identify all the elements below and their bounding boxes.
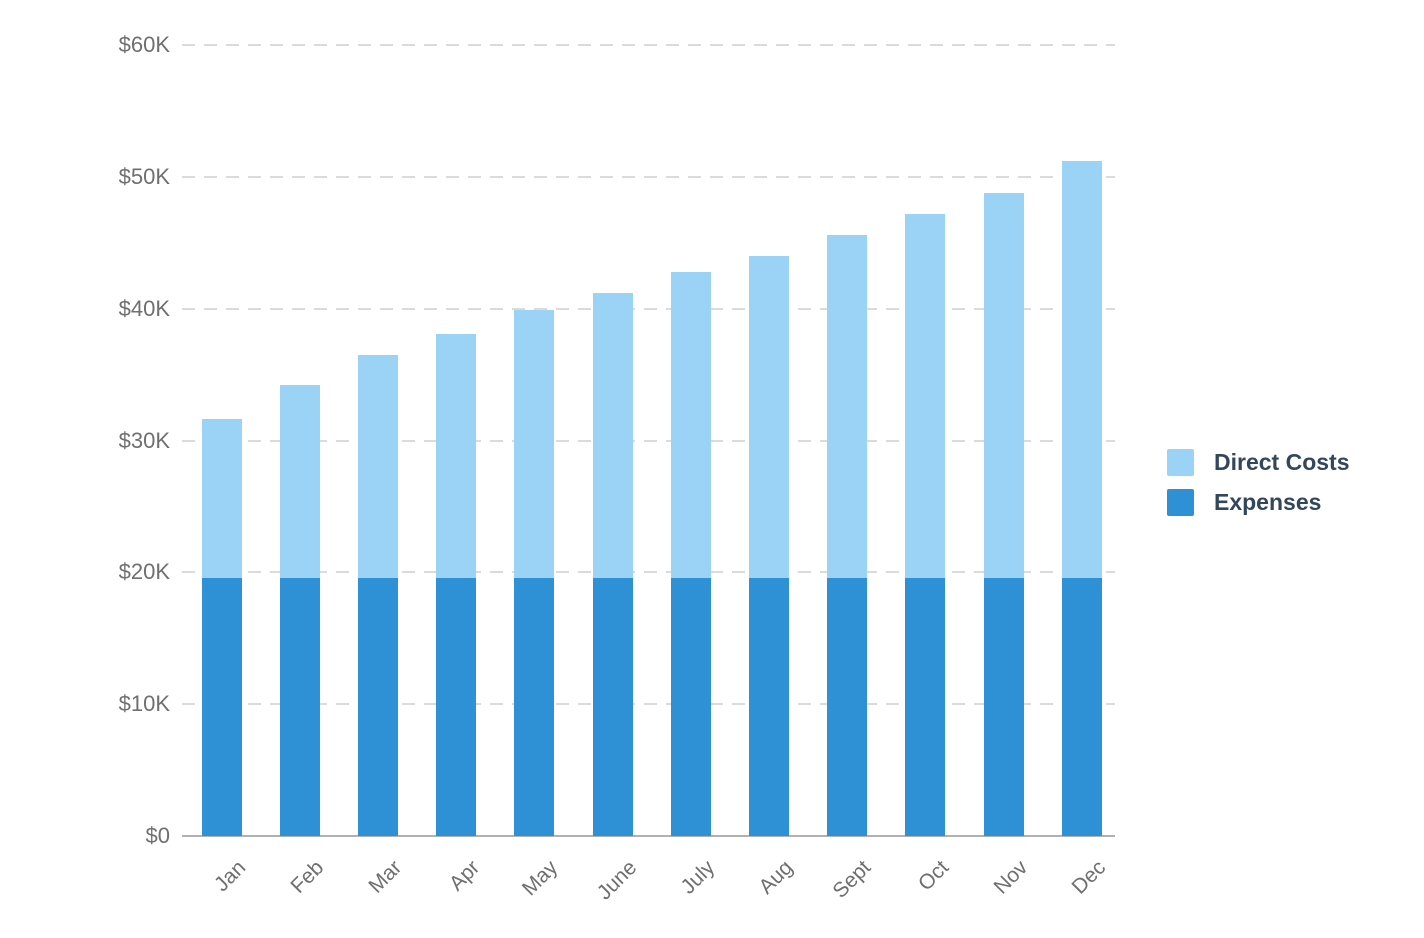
y-tick-label: $10K [118,691,170,717]
gridline-50k [182,175,1115,178]
x-tick-label-july: July [676,856,719,899]
legend: Direct Costs Expenses [1167,449,1349,529]
bar-segment-direct-costs-aug[interactable] [748,255,789,578]
bar-segment-expenses-dec[interactable] [1061,577,1102,836]
x-tick-label-feb: Feb [286,856,328,898]
bar-segment-expenses-oct[interactable] [905,577,946,836]
bar-segment-direct-costs-mar[interactable] [357,354,398,578]
bar-segment-direct-costs-dec[interactable] [1061,161,1102,578]
y-tick-label: $60K [118,32,170,57]
x-axis-baseline [182,835,1115,837]
y-tick-label: $0 [145,823,170,848]
x-tick-label-aug: Aug [754,856,798,899]
bar-segment-direct-costs-july[interactable] [670,271,711,578]
gridline-30k [182,439,1115,442]
legend-label: Expenses [1214,489,1322,515]
x-tick-label-oct: Oct [914,856,954,896]
bar-segment-direct-costs-may[interactable] [514,309,555,578]
bar-segment-direct-costs-nov[interactable] [983,192,1024,578]
legend-item-expenses[interactable]: Expenses [1167,489,1349,516]
x-tick-label-may: May [518,856,563,901]
gridline-40k [182,307,1115,310]
bar-segment-expenses-may[interactable] [514,577,555,836]
gridline-10k [182,703,1115,706]
legend-swatch-icon [1167,489,1194,516]
bar-segment-expenses-june[interactable] [592,577,633,836]
x-tick-label-mar: Mar [364,856,407,898]
bar-segment-direct-costs-sept[interactable] [827,234,868,578]
x-tick-label-dec: Dec [1067,856,1110,899]
y-tick-label: $30K [118,427,170,453]
x-tick-label-nov: Nov [989,856,1032,899]
bar-segment-expenses-mar[interactable] [357,577,398,836]
legend-swatch-icon [1167,449,1194,476]
y-tick-label: $40K [118,295,170,321]
bar-segment-expenses-sept[interactable] [827,577,868,836]
bar-segment-direct-costs-june[interactable] [592,292,633,578]
legend-item-direct-costs[interactable]: Direct Costs [1167,449,1349,476]
bar-segment-direct-costs-feb[interactable] [279,385,320,578]
bar-segment-direct-costs-jan[interactable] [201,419,242,578]
y-tick-label: $20K [118,559,170,585]
gridline-60k [182,44,1115,46]
bar-segment-expenses-apr[interactable] [436,577,477,836]
bar-segment-direct-costs-apr[interactable] [436,333,477,578]
x-tick-label-jan: Jan [209,856,250,897]
bar-segment-direct-costs-oct[interactable] [905,213,946,578]
bar-segment-expenses-feb[interactable] [279,577,320,836]
legend-label: Direct Costs [1214,449,1350,475]
x-tick-label-june: June [592,856,641,905]
x-tick-label-sept: Sept [828,856,876,903]
bar-segment-expenses-july[interactable] [670,577,711,836]
x-tick-label-apr: Apr [444,856,485,896]
gridline-20k [182,571,1115,574]
bar-segment-expenses-jan[interactable] [201,577,242,836]
bar-segment-expenses-nov[interactable] [983,577,1024,836]
bar-segment-expenses-aug[interactable] [748,577,789,836]
y-tick-label: $50K [118,163,170,189]
